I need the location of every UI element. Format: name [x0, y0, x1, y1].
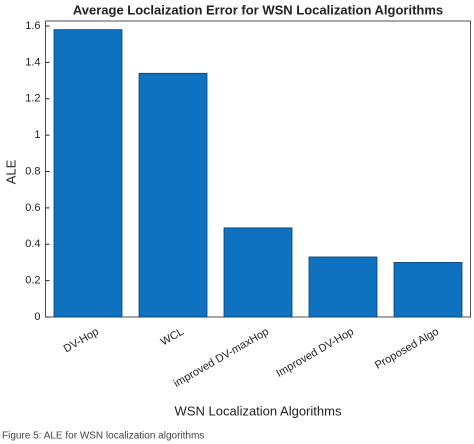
bar	[53, 29, 123, 318]
bar	[393, 262, 463, 318]
x-tick-label: DV-Hop	[62, 326, 101, 356]
y-tick-label: 0.8	[25, 165, 40, 177]
y-tick-label: 1	[34, 129, 40, 141]
y-tick-label: 1.2	[25, 93, 40, 105]
x-tick-label: improved DV-maxHop	[172, 326, 271, 390]
y-tick-label: 0.6	[25, 202, 40, 214]
bar	[223, 227, 293, 318]
y-tick-label: 0.4	[25, 238, 40, 250]
x-tick-label: Improved DV-Hop	[274, 326, 356, 380]
x-axis-title: WSN Localization Algorithms	[175, 403, 342, 418]
x-tick-label: WCL	[159, 326, 186, 349]
caption: Figure 5: ALE for WSN localization algor…	[2, 431, 204, 442]
y-tick-label: 0.2	[25, 275, 40, 287]
bar	[308, 256, 378, 318]
y-tick-label: 0	[34, 311, 40, 323]
y-tick-label: 1.6	[25, 20, 40, 32]
y-tick-label: 1.4	[25, 56, 40, 68]
x-tick-label: Proposed Algo	[373, 326, 441, 372]
bar	[138, 72, 208, 318]
y-axis-title: ALE	[3, 159, 18, 184]
chart-title: Average Loclaization Error for WSN Local…	[73, 2, 443, 17]
